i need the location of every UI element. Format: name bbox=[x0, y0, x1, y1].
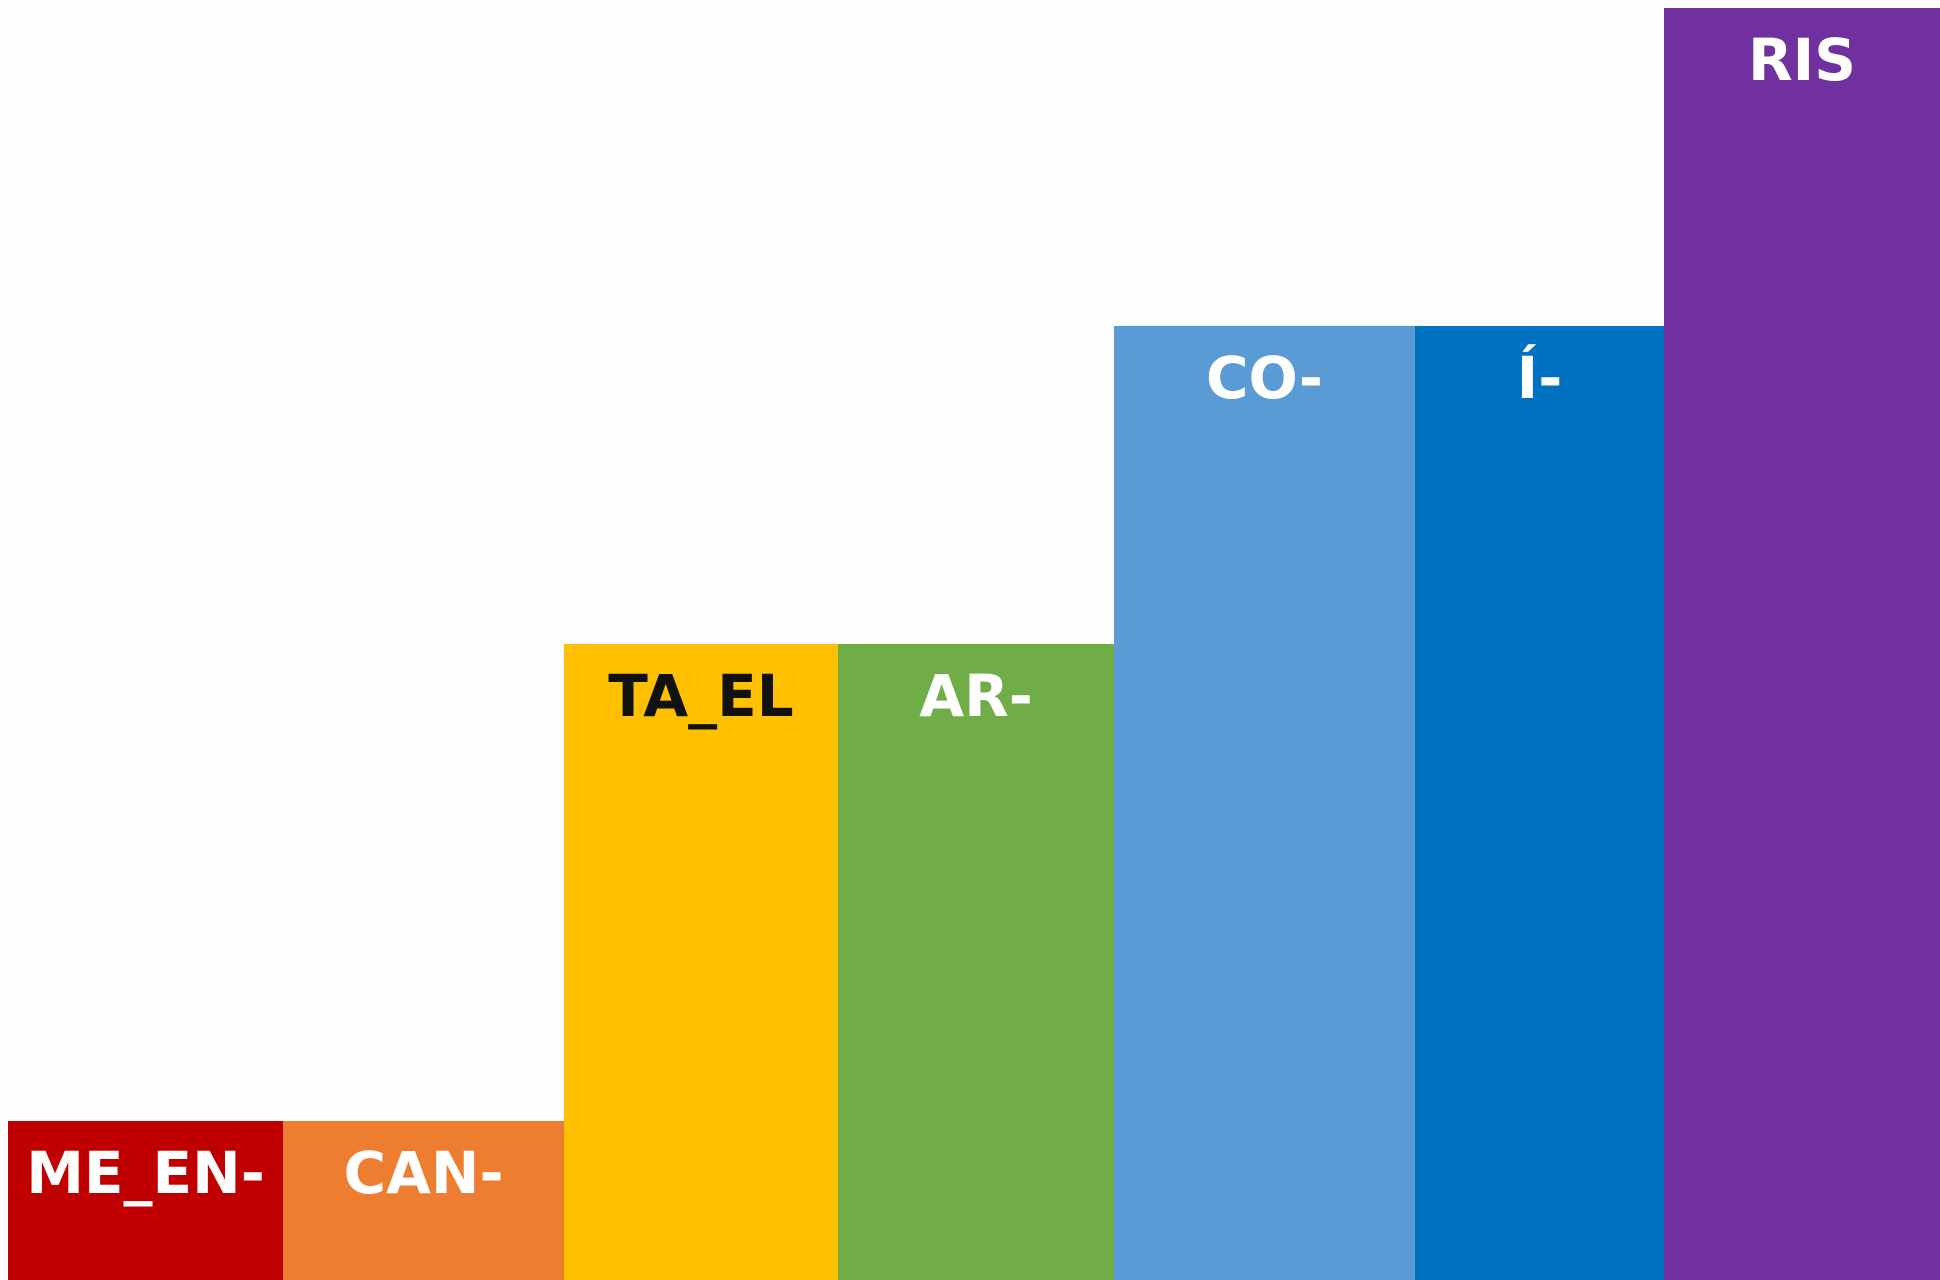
bar-5 bbox=[1415, 326, 1664, 1280]
bar-1 bbox=[283, 1121, 564, 1280]
bar-label-3: AR- bbox=[919, 662, 1033, 730]
bar-6 bbox=[1664, 8, 1940, 1280]
bar-group bbox=[8, 8, 1940, 1280]
bar-4 bbox=[1114, 326, 1415, 1280]
bar-label-2: TA_EL bbox=[608, 662, 794, 730]
bar-label-0: ME_EN- bbox=[26, 1139, 265, 1207]
bar-label-1: CAN- bbox=[343, 1139, 503, 1207]
bar-label-4: CO- bbox=[1206, 344, 1323, 412]
bar-0 bbox=[8, 1121, 283, 1280]
bar-label-6: RIS bbox=[1748, 26, 1856, 94]
bar-label-group: ME_EN- CAN- TA_EL AR- CO- Í- RIS bbox=[26, 26, 1856, 1207]
bar-2 bbox=[564, 644, 838, 1280]
bar-3 bbox=[838, 644, 1114, 1280]
bar-label-5: Í- bbox=[1517, 343, 1563, 412]
